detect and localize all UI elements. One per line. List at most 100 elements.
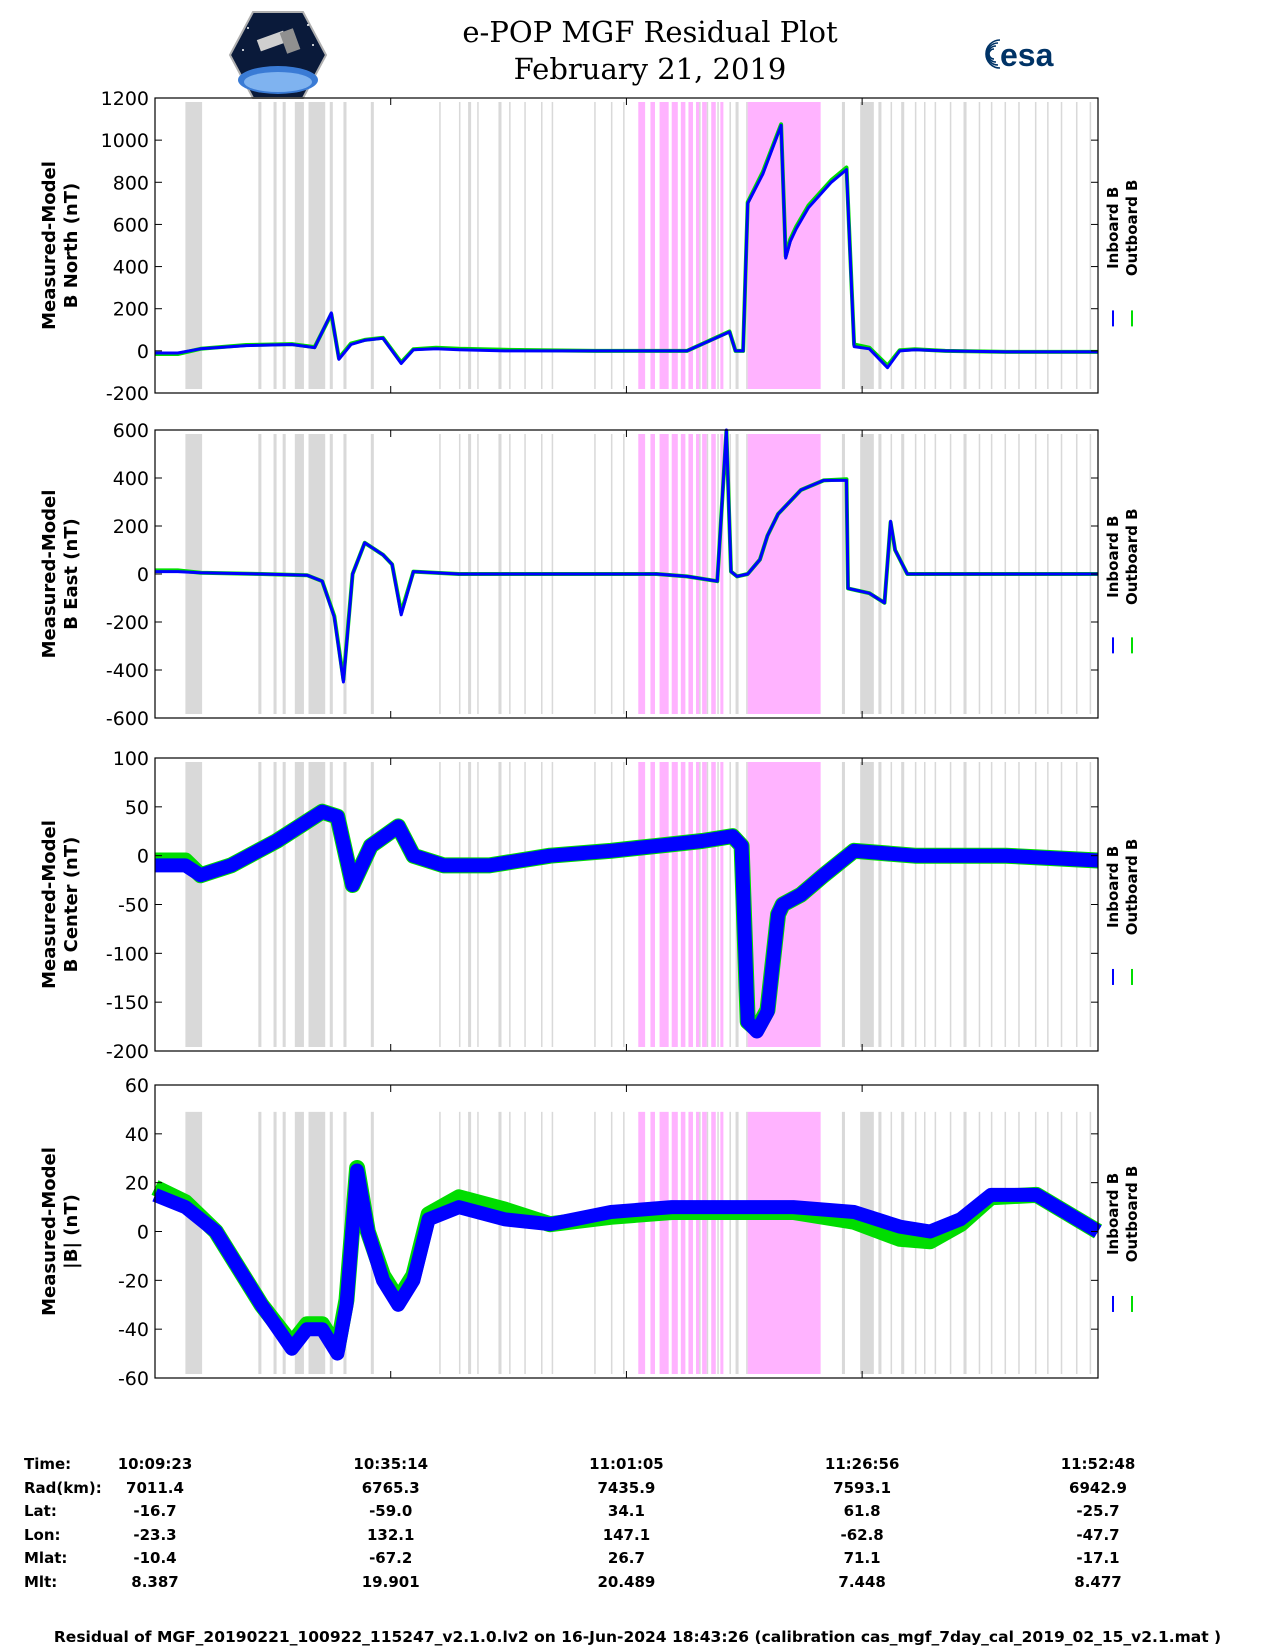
y-tick-label: 0 [137,846,149,868]
gray-band-29 [860,762,874,1047]
legend-inboard-label: Inboard B [1104,516,1122,598]
info-value: 71.1 [843,1549,881,1567]
info-row-label: Mlat: [24,1549,68,1567]
gray-band-14 [509,102,511,389]
info-value: 6942.9 [1069,1478,1127,1497]
gray-band-33 [914,102,917,389]
gray-band-7 [343,434,347,714]
gray-band-0 [185,1111,203,1374]
pink-band-3 [671,1111,678,1374]
gray-band-31 [890,434,893,714]
gray-band-30 [878,434,882,714]
gray-band-45 [1075,102,1078,389]
info-value: 7435.9 [597,1478,656,1497]
y-tick-label: -600 [106,708,149,730]
gray-band-12 [477,1111,479,1374]
info-value: 8.477 [1074,1572,1122,1591]
legend-inboard-label: Inboard B [1104,187,1122,269]
gray-band-30 [878,762,882,1047]
gray-band-40 [1004,102,1007,389]
pink-band-8 [711,102,716,389]
gray-band-38 [978,1111,981,1374]
y-tick-label: 600 [113,420,149,442]
info-value: -17.1 [1076,1549,1120,1567]
gray-band-26 [735,1111,739,1374]
gray-band-37 [963,762,967,1047]
info-value: 8.387 [131,1572,179,1591]
chart-panel-3: 100 50 0 -50 -100 -150 -200 Measured-ModelB Cen… [39,748,1141,1063]
pink-band-9 [720,762,724,1047]
gray-band-20 [623,102,625,389]
gray-band-44 [1060,102,1063,389]
gray-band-25 [729,102,731,389]
pink-band-2 [659,762,669,1047]
gray-band-42 [1034,762,1037,1047]
y-tick-label: -200 [106,612,149,634]
chart-panel-1: 1200 1000 800 600 400 200 0 -200 Measured-ModelB… [39,88,1141,405]
legend-inboard-label: Inboard B [1104,1173,1122,1255]
legend-outboard-label: Outboard B [1123,180,1141,277]
gray-band-18 [594,102,596,389]
info-value: 34.1 [607,1502,645,1520]
gray-band-27 [746,1111,748,1374]
gray-band-0 [185,762,203,1047]
gray-band-7 [343,102,347,389]
pink-band-4 [680,762,686,1047]
info-value: 147.1 [602,1525,651,1544]
gray-band-43 [1047,762,1049,1047]
gray-band-37 [963,102,967,389]
gray-band-13 [498,102,502,389]
gray-band-25 [729,1111,731,1374]
gray-band-39 [990,762,993,1047]
gray-band-15 [524,762,526,1047]
pink-band-1 [650,762,655,1047]
info-value: 61.8 [843,1502,881,1520]
gray-band-5 [308,1111,326,1374]
pink-band-5 [688,762,693,1047]
legend-label: Inboard BOutboard B [1104,508,1141,605]
esa-logo-graphic: esa [985,37,1054,73]
pink-band-5 [688,434,693,714]
y-tick-label: 200 [113,299,149,321]
y-tick-label: 40 [125,1124,149,1146]
info-value: -25.7 [1076,1502,1120,1520]
y-axis-label-line-1: Measured-Model [39,820,60,989]
gray-band-30 [878,102,882,389]
gray-band-4 [294,102,304,389]
gray-band-46 [1089,102,1092,389]
y-axis-label-line-2: B Center (nT) [61,837,82,973]
gray-band-33 [914,762,917,1047]
gray-band-9 [439,762,441,1047]
gray-band-35 [934,102,937,389]
gray-band-28 [841,1111,845,1374]
pink-band-3 [671,102,678,389]
y-tick-label: 0 [137,564,149,586]
gray-band-7 [343,762,347,1047]
gray-band-8 [370,434,374,714]
pink-band-5 [688,1111,693,1374]
gray-band-24 [717,102,719,389]
gray-band-13 [498,1111,502,1374]
gray-band-44 [1060,1111,1063,1374]
y-tick-label: -400 [106,660,149,682]
gray-band-23 [706,102,709,389]
orbit-info-table: Time: Rad(km): Lat: Lon: Mlat: Mlt: 10:09:23 70… [0,1455,1275,1625]
pink-band-2 [659,1111,669,1374]
gray-band-15 [524,1111,526,1374]
pink-band-0 [638,762,646,1047]
pink-band-10 [747,434,821,714]
y-axis-label: Measured-ModelB Center (nT) [39,820,82,989]
gray-band-38 [978,762,981,1047]
series-line-inboard [155,428,1098,684]
gray-band-11 [468,1111,472,1374]
y-axis-label: Measured-Model|B| (nT) [39,1147,82,1316]
y-tick-label: -40 [118,1319,149,1341]
gray-band-18 [594,1111,596,1374]
legend-inboard-label: Inboard B [1104,846,1122,928]
plot-title: e-POP MGF Residual Plot February 21, 201… [400,14,900,88]
gray-band-28 [841,434,845,714]
gray-band-5 [308,762,326,1047]
chart-panel-4: 60 40 20 0 -20 -40 -60 Measured-Model|B| (nT) In… [39,1075,1141,1390]
gray-band-39 [990,1111,993,1374]
footer-caption: Residual of MGF_20190221_100922_115247_v… [53,1628,1222,1646]
